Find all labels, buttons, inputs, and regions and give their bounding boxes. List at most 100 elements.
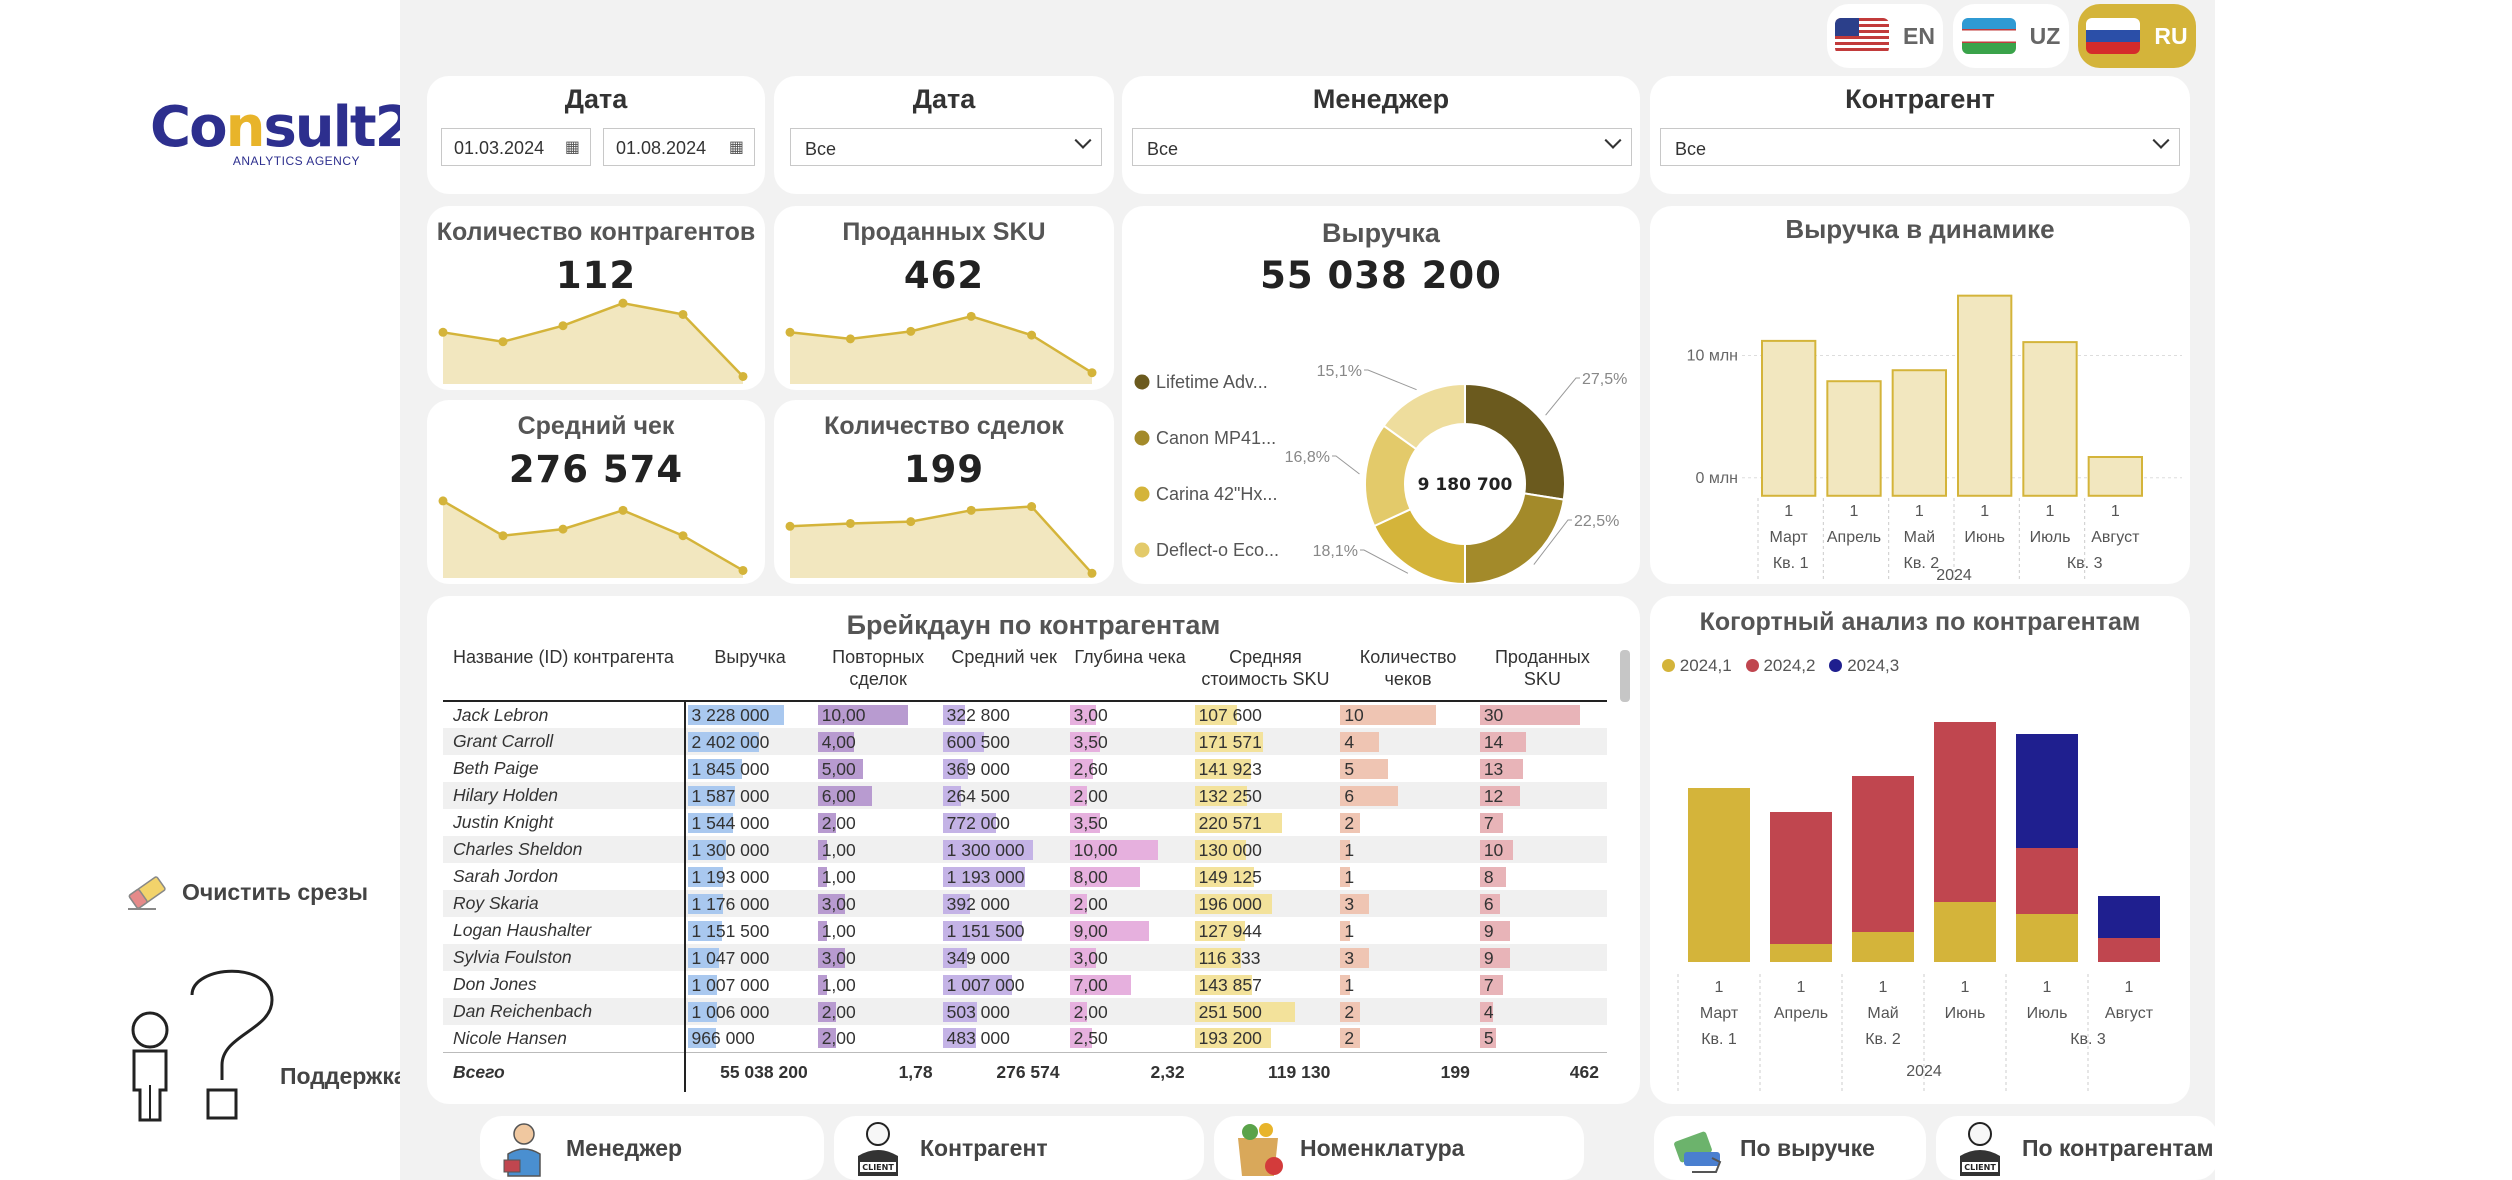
- data-bar: [687, 731, 759, 752]
- data-bar: [1069, 893, 1088, 914]
- data-bar: [1069, 839, 1158, 860]
- nav-nomenclature-button[interactable]: Номенклатура: [1214, 1116, 1584, 1180]
- data-bar: [1194, 785, 1248, 806]
- table-cell: 264 500: [940, 782, 1068, 809]
- date-from-input[interactable]: 01.03.2024 ▦: [441, 128, 591, 166]
- table-row[interactable]: Roy Skaria 1 176 000 3,00 392 000 2,00 196 00…: [443, 890, 1607, 917]
- legend-item[interactable]: 2024,2: [1745, 656, 1815, 676]
- total-cell: 1,78: [815, 1051, 941, 1092]
- sparkline-point: [785, 327, 795, 337]
- table-row[interactable]: Jack Lebron 3 228 000 10,00 322 800 3,00 107 …: [443, 701, 1607, 728]
- manager-icon: [503, 1123, 541, 1177]
- table-row[interactable]: Dan Reichenbach 1 006 000 2,00 503 000 2,00 2…: [443, 998, 1607, 1025]
- table-cell: 322 800: [941, 701, 1068, 728]
- sparkline-point: [966, 311, 976, 321]
- data-bar: [1194, 1028, 1272, 1049]
- table-row[interactable]: Justin Knight 1 544 000 2,00 772 000 3,50 220…: [443, 809, 1607, 836]
- company-logo: Consult24 ANALYTICS AGENCY: [150, 95, 451, 169]
- data-bar: [1479, 812, 1504, 833]
- col-header[interactable]: Средняя стоимость SKU: [1192, 646, 1339, 702]
- revenue-dynamics-card: Выручка в динамике 10 млн 0 млн 1 Март 1 Апре…: [1650, 206, 2190, 584]
- col-header[interactable]: Выручка: [684, 646, 816, 702]
- nav-by-revenue-button[interactable]: По выручке: [1654, 1116, 1926, 1180]
- sparkline-point: [906, 326, 916, 336]
- table-cell: 9: [1478, 917, 1607, 944]
- table-cell: 1 845 000: [685, 755, 816, 782]
- lang-uz-button[interactable]: UZ: [1953, 4, 2069, 68]
- x-quarter-label: Кв. 1: [1701, 1031, 1737, 1048]
- revenue-bar: [2022, 341, 2078, 497]
- legend-item[interactable]: 2024,1: [1662, 656, 1732, 676]
- table-row[interactable]: Beth Paige 1 845 000 5,00 369 000 2,60 141 92…: [443, 755, 1607, 782]
- manager-dropdown[interactable]: Все: [1132, 128, 1632, 166]
- table-cell: 966 000: [685, 1025, 816, 1052]
- clear-slicers-button[interactable]: Очистить срезы: [126, 872, 368, 912]
- x-day-label: 1: [2111, 503, 2120, 520]
- table-cell: 2,00: [816, 1025, 941, 1052]
- legend-marker: [1134, 542, 1150, 558]
- col-header[interactable]: Количество чеков: [1338, 646, 1478, 702]
- nav-manager-button[interactable]: Менеджер: [480, 1116, 824, 1180]
- table-row[interactable]: Logan Haushalter 1 151 500 1,00 1 151 500 9,…: [443, 917, 1607, 944]
- manager-filter: Менеджер Все: [1122, 76, 1640, 194]
- col-header[interactable]: Повторных сделок: [815, 646, 941, 702]
- data-bar: [1069, 731, 1101, 752]
- legend-marker: [1134, 430, 1150, 446]
- data-bar: [817, 731, 854, 752]
- table-row[interactable]: Don Jones 1 007 000 1,00 1 007 000 7,00 143 8…: [443, 971, 1607, 998]
- data-bar: [1069, 1001, 1088, 1022]
- counterparty-title: Контрагент: [1845, 84, 1995, 114]
- x-day-label: 1: [2043, 979, 2052, 996]
- table-row[interactable]: Sylvia Foulston 1 047 000 3,00 349 000 3,00 1…: [443, 944, 1607, 971]
- counterparty-name: Roy Skaria: [443, 890, 686, 917]
- table-row[interactable]: Nicole Hansen 966 000 2,00 483 000 2,50 193 2…: [443, 1025, 1607, 1052]
- x-year-label: 2024: [1936, 567, 1972, 580]
- x-month-label: Март: [1700, 1005, 1739, 1022]
- slice-leader-line: [1545, 377, 1580, 416]
- kpi-sku-sold-value: 462: [903, 254, 985, 297]
- col-header[interactable]: Название (ID) контрагента: [443, 646, 685, 702]
- lang-en-button[interactable]: EN: [1827, 4, 1943, 68]
- lang-ru-button[interactable]: RU: [2078, 4, 2196, 68]
- data-bar: [1194, 705, 1238, 725]
- table-cell: 2: [1338, 998, 1478, 1025]
- data-bar: [1069, 974, 1132, 995]
- table-row[interactable]: Charles Sheldon 1 300 000 1,00 1 300 000 10,…: [443, 836, 1607, 863]
- date-dropdown[interactable]: Все: [790, 128, 1102, 166]
- data-bar: [687, 866, 723, 887]
- col-header[interactable]: Проданных SKU: [1477, 646, 1607, 702]
- legend-label: Canon MP41...: [1156, 428, 1276, 448]
- table-row[interactable]: Grant Carroll 2 402 000 4,00 600 500 3,50 171…: [443, 728, 1607, 755]
- table-scrollbar[interactable]: [1620, 650, 1630, 702]
- sparkline-point: [1027, 330, 1037, 340]
- legend-item[interactable]: 2024,3: [1829, 656, 1899, 676]
- calendar-icon: ▦: [564, 139, 580, 156]
- col-header[interactable]: Глубина чека: [1067, 646, 1193, 702]
- table-cell: 1: [1338, 917, 1478, 944]
- sparkline-point: [678, 309, 688, 319]
- sparkline-point: [738, 371, 748, 381]
- col-header[interactable]: Средний чек: [940, 646, 1068, 702]
- data-bar: [1194, 758, 1251, 779]
- data-bar: [942, 893, 970, 914]
- table-cell: 5: [1478, 1025, 1607, 1052]
- table-row[interactable]: Sarah Jordon 1 193 000 1,00 1 193 000 8,00 14…: [443, 863, 1607, 890]
- data-bar: [1479, 1001, 1494, 1022]
- table-row[interactable]: Hilary Holden 1 587 000 6,00 264 500 2,00 132…: [443, 782, 1607, 809]
- table-cell: 1 193 000: [941, 863, 1068, 890]
- data-bar: [1340, 947, 1370, 968]
- date-to-input[interactable]: 01.08.2024 ▦: [603, 128, 755, 166]
- nav-by-counterparty-button[interactable]: CLIENT По контрагентам: [1936, 1116, 2218, 1180]
- table-cell: 1 544 000: [685, 809, 816, 836]
- table-cell: 1 006 000: [684, 998, 816, 1025]
- nav-counterparty-button[interactable]: CLIENT Контрагент: [834, 1116, 1204, 1180]
- data-bar: [1479, 785, 1520, 806]
- x-quarter-label: Кв. 3: [2067, 555, 2103, 572]
- counterparty-dropdown[interactable]: Все: [1660, 128, 2180, 166]
- data-bar: [1194, 731, 1263, 752]
- x-month-label: Май: [1867, 1005, 1898, 1022]
- table-cell: 7: [1478, 809, 1607, 836]
- ru-flag-icon: [2086, 18, 2141, 54]
- support-button[interactable]: Поддержка: [122, 955, 407, 1125]
- kpi-avg-check-title: Средний чек: [517, 412, 675, 440]
